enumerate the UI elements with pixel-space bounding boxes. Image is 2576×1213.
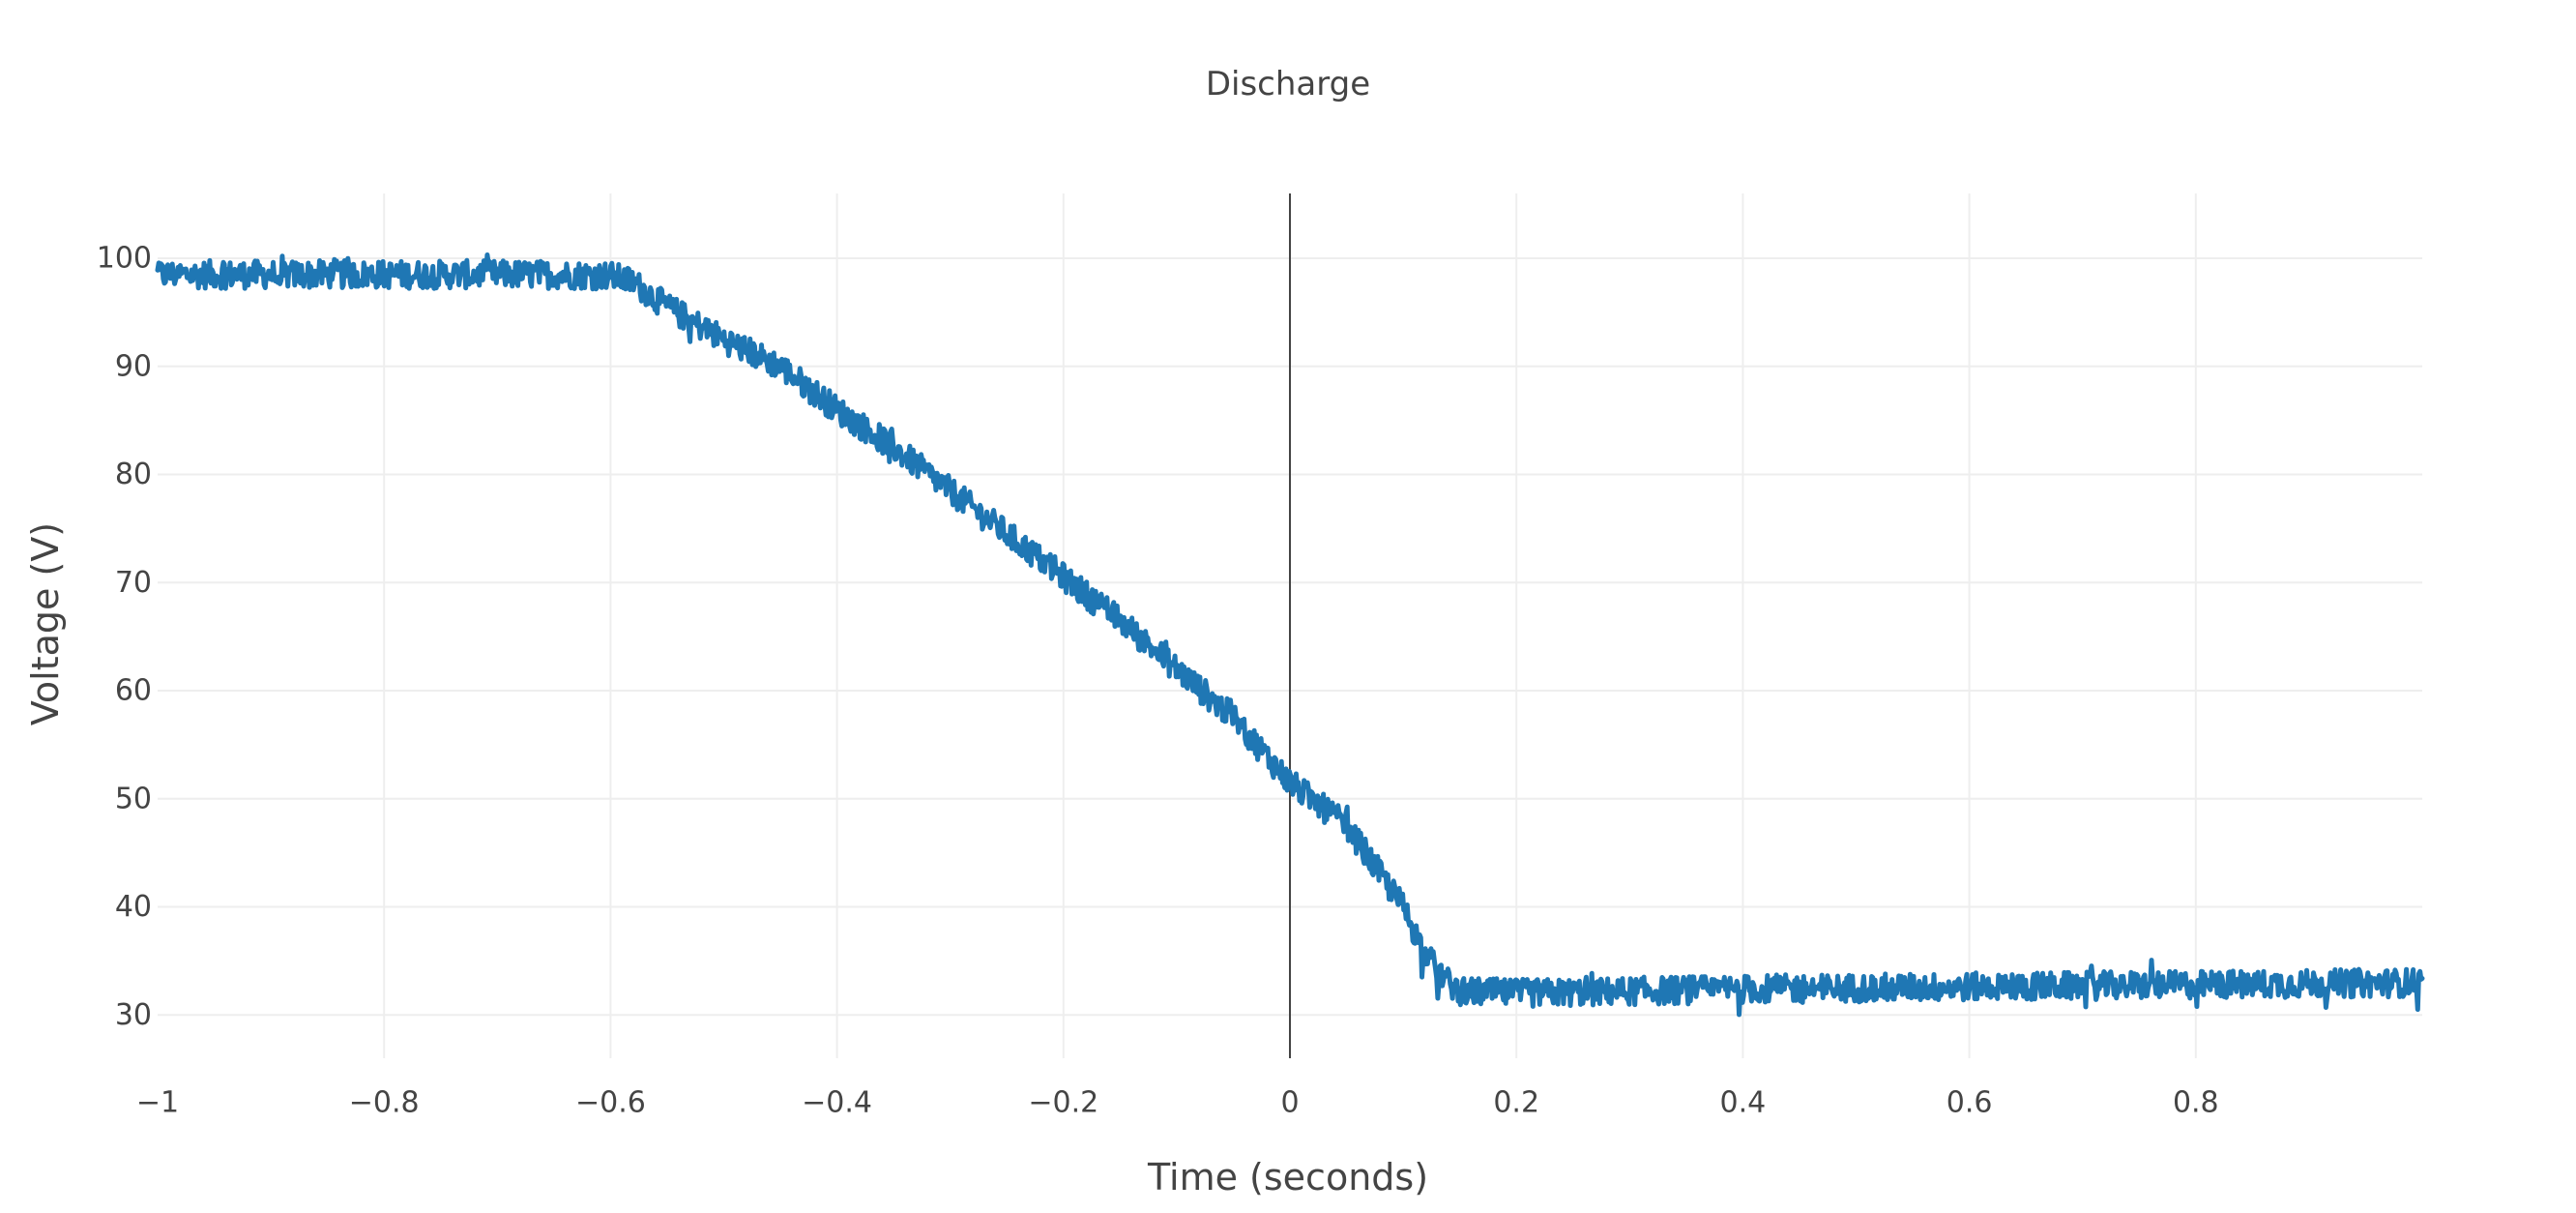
series-line [155,252,2425,1018]
x-tick-label: −0.4 [802,1086,872,1120]
y-tick-label: 70 [115,566,152,600]
grid-layer [158,193,2422,1058]
y-tick-label: 40 [115,890,152,924]
x-tick-label: −1 [136,1086,179,1120]
y-tick-label: 80 [115,458,152,491]
y-tick-label: 100 [97,242,152,276]
y-tick-label: 60 [115,674,152,708]
x-tick-label: 0.6 [1947,1086,1993,1120]
x-tick-label: 0.4 [1720,1086,1767,1120]
x-tick-label: −0.6 [575,1086,646,1120]
x-tick-label: 0.2 [1493,1086,1539,1120]
x-tick-label: 0.8 [2173,1086,2219,1120]
x-tick-label: −0.8 [349,1086,420,1120]
x-tick-label: −0.2 [1028,1086,1098,1120]
chart-title: Discharge [1206,65,1370,104]
tick-layer: −1 −0.8 −0.6 −0.4 −0.2 0 0.2 0.4 0.6 0.8 30 40 50 60 7… [97,242,2219,1120]
y-tick-label: 50 [115,782,152,815]
trace-layer [155,252,2425,1018]
y-tick-label: 90 [115,349,152,383]
x-tick-label: 0 [1280,1086,1299,1120]
x-axis-title: Time (seconds) [1147,1156,1428,1198]
y-axis-title: Voltage (V) [24,522,67,725]
y-tick-label: 30 [115,998,152,1032]
